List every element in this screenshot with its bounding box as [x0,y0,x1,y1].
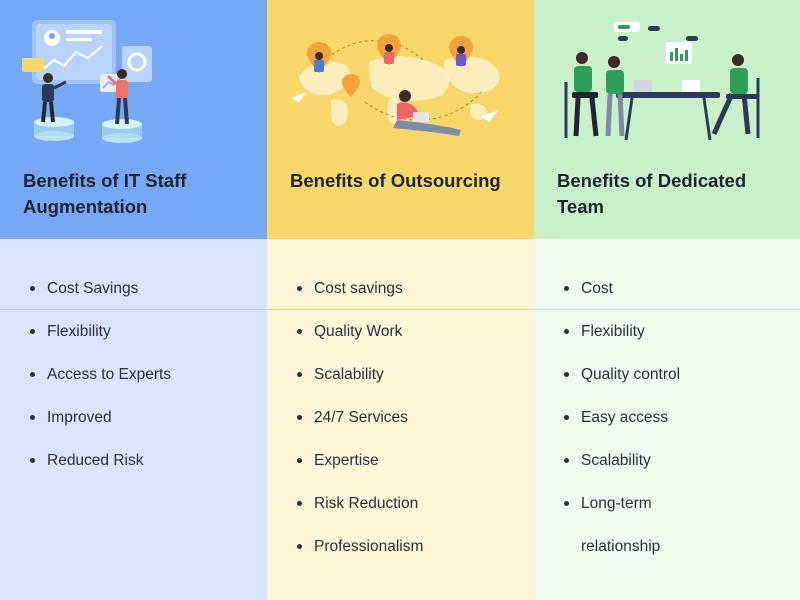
list-item: Access to Experts [0,353,267,396]
list-item: Reduced Risk [0,439,267,482]
benefits-list: Cost Savings Flexibility Access to Exper… [0,267,267,482]
column-body [0,239,267,600]
list-item: Scalability [534,439,800,482]
column-body [267,239,534,600]
bullet-icon [564,329,569,334]
list-item: Cost [534,267,800,310]
bullet-icon [297,544,302,549]
list-item: Professionalism [267,525,534,568]
column-title: Benefits of IT Staff Augmentation [23,170,187,217]
list-item: 24/7 Services [267,396,534,439]
bullet-icon [564,458,569,463]
bullet-icon [297,458,302,463]
bullet-icon [564,501,569,506]
column-body [534,239,800,600]
bullet-icon [297,415,302,420]
list-item: Cost savings [267,267,534,310]
bullet-icon [30,372,35,377]
list-item: Long-term [534,482,800,525]
bullet-icon [30,458,35,463]
list-item: relationship [581,538,661,555]
list-item: Flexibility [0,310,267,353]
column-header: Benefits of IT Staff Augmentation [0,0,267,239]
column-title: Benefits of Dedicated Team [557,170,747,217]
column-header: Benefits of Outsourcing [267,0,534,239]
world-map-remote-workers-illustration [291,34,500,136]
column-it-staff-augmentation: Benefits of IT Staff Augmentation Cost S… [0,0,267,600]
bullet-icon [30,286,35,291]
bullet-icon [564,415,569,420]
team-meeting-at-table-illustration [564,22,760,141]
list-item: Expertise [267,439,534,482]
list-item: Scalability [267,353,534,396]
list-item: Improved [0,396,267,439]
list-item: Cost Savings [0,267,267,310]
bullet-icon [564,372,569,377]
column-header: Benefits of Dedicated Team [534,0,800,239]
bullet-icon [297,372,302,377]
list-item: Quality control [534,353,800,396]
column-dedicated-team: Benefits of Dedicated Team Cost Flexibil… [534,0,800,600]
list-item: Quality Work [267,310,534,353]
benefits-list: Cost Flexibility Quality control Easy ac… [534,267,800,568]
benefits-list: Cost savings Quality Work Scalability 24… [267,267,534,568]
bullet-icon [297,329,302,334]
list-item: Risk Reduction [267,482,534,525]
bullet-icon [30,329,35,334]
bullet-icon [297,501,302,506]
column-outsourcing: Benefits of Outsourcing Cost savings Qua… [267,0,534,600]
list-item: Easy access [534,396,800,439]
row-divider [0,309,800,310]
people-analyzing-dashboard-illustration [22,20,152,143]
bullet-icon [297,286,302,291]
bullet-icon [30,415,35,420]
list-item: Flexibility [534,310,800,353]
bullet-icon [564,286,569,291]
column-title: Benefits of Outsourcing [290,170,501,191]
